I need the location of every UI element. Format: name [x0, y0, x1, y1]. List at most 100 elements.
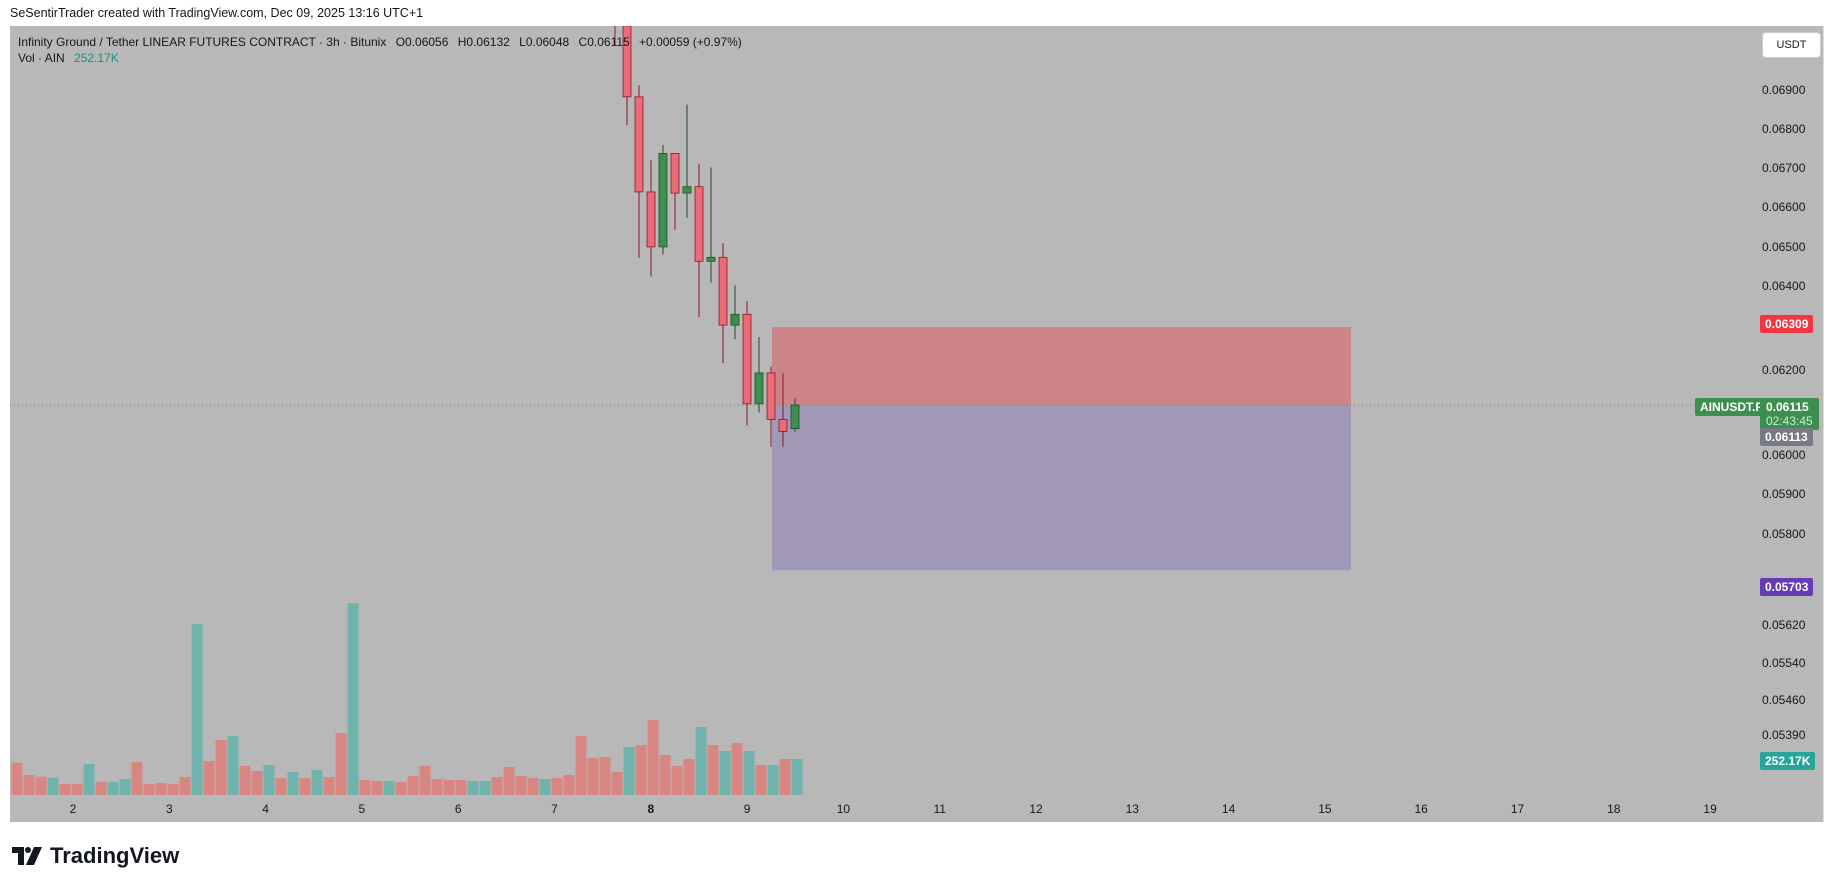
chart-credit: SeSentirTrader created with TradingView.…	[10, 6, 424, 20]
time-axis-label: 9	[743, 802, 751, 816]
risk-zone	[772, 327, 1351, 405]
volume-bar	[443, 780, 455, 795]
bar-countdown: 02:43:45	[1766, 414, 1813, 428]
last-price-tag: 0.06115 02:43:45	[1760, 398, 1819, 430]
volume-bar	[335, 733, 347, 795]
volume-bar	[527, 778, 539, 795]
candle-body	[766, 372, 776, 420]
volume-bar	[695, 727, 707, 795]
volume-bar	[107, 782, 119, 795]
time-axis-label: 12	[1029, 802, 1043, 816]
candle-body	[742, 313, 752, 405]
volume-bar	[563, 775, 575, 795]
volume-bar	[95, 781, 107, 795]
volume-bar	[179, 777, 191, 795]
price-axis-label: 0.05620	[1762, 618, 1806, 632]
volume-bar	[395, 782, 407, 795]
volume-bar	[683, 759, 695, 795]
symbol-description[interactable]: Infinity Ground / Tether LINEAR FUTURES …	[18, 35, 387, 49]
volume-bar	[299, 778, 311, 795]
price-axis-label: 0.06500	[1762, 240, 1806, 254]
volume-bar	[11, 762, 23, 795]
volume-bar	[119, 779, 131, 795]
volume-bar	[359, 780, 371, 795]
volume-bar	[323, 777, 335, 795]
time-axis-label: 13	[1125, 802, 1139, 816]
volume-bar	[611, 772, 623, 795]
price-axis-label: 0.06000	[1762, 448, 1806, 462]
price-axis-label: 0.05460	[1762, 693, 1806, 707]
volume-bar	[659, 755, 671, 795]
volume-bar	[491, 777, 503, 795]
volume-bar	[347, 603, 359, 795]
candle-body	[634, 96, 644, 193]
volume-bar	[623, 747, 635, 795]
volume-bar	[35, 776, 47, 795]
volume-bar	[71, 784, 83, 795]
volume-bar	[479, 781, 491, 795]
volume-bar	[383, 781, 395, 795]
volume-bar	[419, 766, 431, 795]
candle-body	[622, 26, 632, 98]
time-axis-label: 7	[551, 802, 558, 816]
volume-bar	[371, 781, 383, 795]
volume-bar	[47, 777, 59, 795]
candle-body	[694, 186, 704, 262]
volume-bar	[503, 767, 515, 795]
candle-body	[778, 419, 788, 432]
candle-body	[754, 372, 764, 405]
candle-body	[646, 191, 656, 248]
volume-bar	[647, 720, 659, 795]
time-axis-label: 16	[1414, 802, 1428, 816]
tradingview-logo[interactable]: TradingView	[12, 843, 179, 869]
time-axis-label: 4	[262, 802, 269, 816]
time-axis-label: 2	[69, 802, 77, 816]
candle-body	[706, 256, 716, 262]
volume-bar	[143, 784, 155, 795]
volume-bar	[599, 757, 611, 795]
price-axis-label: 0.05390	[1762, 728, 1806, 742]
ohlc-line: Infinity Ground / Tether LINEAR FUTURES …	[18, 34, 748, 50]
price-axis-label: 0.05540	[1762, 656, 1806, 670]
volume-bar	[731, 743, 743, 795]
price-axis-label: 0.05900	[1762, 487, 1806, 501]
time-axis-label: 19	[1703, 802, 1717, 816]
candle-body	[611, 2, 619, 18]
volume-bar	[767, 765, 779, 795]
volume-bar	[311, 770, 323, 795]
volume-bar	[251, 771, 263, 795]
currency-button[interactable]: USDT	[1762, 32, 1821, 58]
price-axis-label: 0.06700	[1762, 161, 1806, 175]
price-axis-label: 0.06200	[1762, 363, 1806, 377]
volume-tag: 252.17K	[1760, 752, 1816, 770]
close-value: C0.06115	[578, 35, 630, 49]
volume-bar	[203, 761, 215, 795]
volume-bar	[467, 781, 479, 795]
candle-body	[682, 186, 692, 194]
stop-price-tag: 0.06309	[1760, 315, 1814, 333]
price-axis-label: 0.05800	[1762, 527, 1806, 541]
volume-bar	[23, 775, 35, 795]
volume-bar	[227, 736, 239, 795]
time-axis-label: 17	[1510, 802, 1525, 816]
volume-bar	[407, 776, 419, 795]
volume-bar	[275, 778, 287, 795]
volume-bar	[575, 736, 587, 795]
volume-bar	[791, 758, 803, 795]
chart-legend: Infinity Ground / Tether LINEAR FUTURES …	[18, 34, 748, 66]
candle-body	[730, 313, 740, 326]
volume-bar	[635, 745, 647, 795]
price-axis-label: 0.06800	[1762, 122, 1806, 136]
entry-price-tag: 0.06113	[1760, 428, 1813, 446]
volume-bar	[155, 783, 167, 795]
time-axis-label: 10	[836, 802, 851, 816]
volume-bar	[431, 779, 443, 795]
time-axis-label: 6	[454, 802, 462, 816]
time-axis-label: 11	[933, 802, 946, 816]
volume-label[interactable]: Vol · AIN	[18, 51, 65, 65]
time-axis-label: 8	[647, 802, 655, 816]
volume-value: 252.17K	[74, 51, 119, 65]
volume-bar	[587, 758, 599, 795]
volume-bar	[215, 740, 227, 795]
